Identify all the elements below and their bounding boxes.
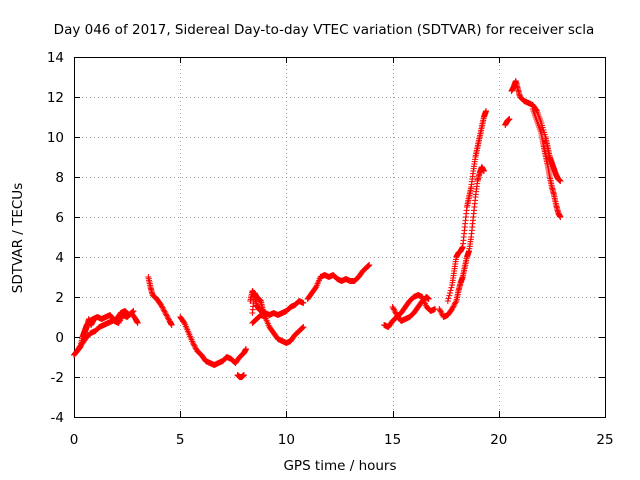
x-tick-label: 0 [70, 432, 79, 448]
data-point [168, 322, 175, 328]
data-point [192, 344, 199, 350]
data-point [257, 308, 264, 314]
data-point [483, 108, 490, 114]
y-tick-label: 6 [55, 210, 64, 226]
data-point [163, 312, 170, 319]
y-tick-label: -4 [51, 410, 64, 426]
data-point [116, 318, 123, 325]
data-point [480, 168, 487, 174]
x-tick-label: 25 [596, 432, 613, 448]
data-point [299, 324, 306, 331]
data-point [90, 318, 97, 324]
data-point [392, 309, 399, 316]
data-point [437, 307, 444, 314]
data-point [391, 306, 398, 313]
y-tick-label: 10 [47, 130, 64, 146]
x-tick-labels: 0 5 10 15 20 25 [70, 432, 614, 448]
x-tick-label: 10 [278, 432, 295, 448]
data-point [389, 304, 396, 310]
data-point [129, 308, 136, 315]
data-point [557, 178, 564, 184]
y-tick-label: 4 [55, 250, 64, 266]
data-point [300, 300, 307, 306]
x-tick-label: 15 [384, 432, 401, 448]
data-point [160, 306, 167, 312]
data-point [452, 299, 459, 306]
data-point [391, 308, 398, 314]
x-tick-label: 20 [490, 432, 507, 448]
data-point [446, 290, 453, 296]
data-point [129, 309, 136, 316]
y-tick-label: 12 [47, 90, 64, 106]
data-point [444, 298, 451, 304]
data-point [366, 262, 373, 268]
data-points [71, 78, 564, 380]
data-point [448, 284, 455, 291]
axis-ticks [74, 57, 606, 418]
data-point [298, 325, 305, 332]
data-point [159, 304, 166, 311]
data-point [506, 116, 513, 122]
chart-title: Day 046 of 2017, Sidereal Day-to-day VTE… [54, 22, 595, 38]
data-point [160, 307, 167, 314]
data-point [451, 300, 458, 307]
y-tick-label: 0 [55, 330, 64, 346]
plot-frame [74, 57, 606, 418]
y-tick-labels: -4 -2 0 2 4 6 8 10 12 14 [47, 50, 64, 426]
data-point [445, 295, 452, 302]
data-point [192, 345, 199, 352]
data-point [425, 296, 432, 302]
data-point [163, 311, 170, 318]
data-point [557, 214, 564, 220]
x-axis-label: GPS time / hours [283, 458, 396, 474]
data-point [437, 308, 444, 315]
data-point [161, 308, 168, 315]
data-point [189, 340, 196, 346]
data-point [451, 302, 458, 308]
data-point [164, 314, 171, 320]
data-point [450, 303, 457, 310]
chart-grid [74, 57, 605, 417]
data-point [191, 342, 198, 349]
data-point [165, 315, 172, 322]
y-tick-label: 2 [55, 290, 64, 306]
data-point [158, 303, 165, 310]
data-point [180, 319, 187, 325]
data-point [134, 320, 141, 326]
data-point [447, 287, 454, 294]
data-point [190, 341, 197, 348]
data-point [130, 308, 137, 314]
y-tick-label: 14 [47, 50, 64, 66]
data-point [115, 320, 122, 326]
data-point [312, 285, 319, 291]
y-tick-label: -2 [51, 370, 64, 386]
data-point [240, 372, 247, 378]
data-point [390, 305, 397, 312]
x-tick-label: 5 [176, 432, 185, 448]
data-point [449, 306, 456, 312]
data-point [436, 306, 443, 312]
data-point [438, 310, 445, 316]
data-point [300, 324, 307, 330]
y-tick-label: 8 [55, 170, 64, 186]
data-point [243, 346, 250, 352]
data-point [162, 310, 169, 316]
data-point [446, 292, 453, 299]
y-axis-label: SDTVAR / TECUs [10, 183, 26, 293]
data-point [449, 304, 456, 311]
data-point [158, 302, 165, 308]
